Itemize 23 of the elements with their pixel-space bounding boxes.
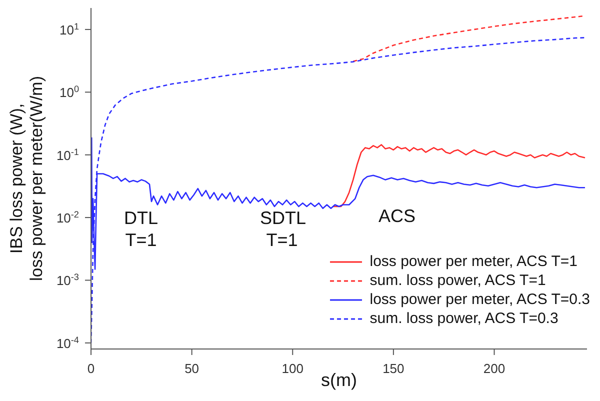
x-tick-label: 100 [282,361,304,376]
x-tick-label: 0 [87,361,95,376]
y-tick-label: 10$^{1}$ [59,21,79,38]
y-tick-label: 10$^{-1}$ [56,146,79,163]
legend-label: sum. loss power, ACS T=0.3 [370,309,558,328]
y-tick-label: 10$^{0}$ [59,84,79,100]
x-axis-title: s(m) [321,370,357,390]
legend-label: loss power per meter, ACS T=0.3 [370,290,590,309]
y-axis-title: IBS loss power (W), loss power per meter(W/m) [7,76,46,281]
x-tick-label: 50 [184,361,200,376]
annotation: SDTL [260,208,306,228]
annotation: T=1 [266,230,298,250]
y-tick-label: 10$^{-2}$ [56,210,79,226]
y-tick-label: 10$^{-3}$ [56,272,79,288]
legend-label: sum. loss power, ACS T=1 [370,271,546,290]
annotation: DTL [124,208,158,228]
legend-label: loss power per meter, ACS T=1 [370,252,578,271]
x-tick-label: 200 [483,361,506,376]
annotation: T=1 [125,230,157,250]
line-series [332,144,586,208]
y-tick-label: 10$^{-4}$ [56,334,79,351]
x-tick-label: 150 [382,361,404,376]
annotation: ACS [378,206,416,226]
